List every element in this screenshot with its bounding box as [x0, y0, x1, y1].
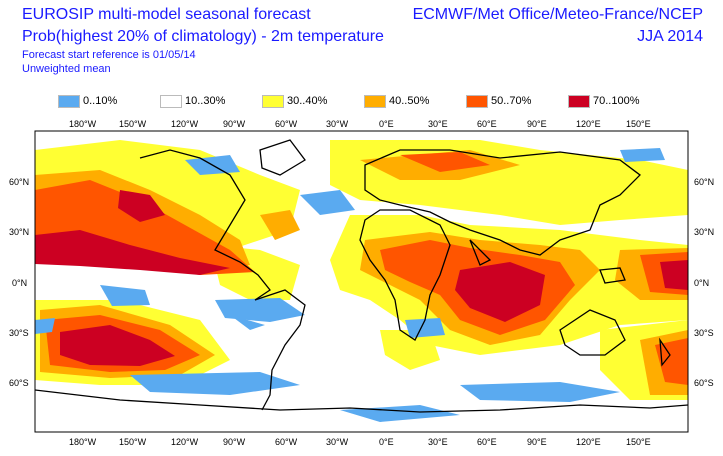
- weighting-note: Unweighted mean: [22, 63, 111, 75]
- lat-label-left: 60°N: [9, 177, 30, 187]
- lon-label-top: 30°W: [326, 119, 349, 129]
- lon-label-top: 180°W: [69, 119, 97, 129]
- legend-item: 40..50%: [364, 94, 429, 108]
- legend-swatch: [568, 94, 590, 108]
- coastlines: [35, 139, 688, 413]
- lon-label-top: 150°W: [119, 119, 147, 129]
- lat-label-right: 60°S: [694, 378, 714, 388]
- forecast-season: JJA 2014: [637, 28, 703, 45]
- legend-item: 10..30%: [160, 94, 225, 108]
- lon-label-top: 90°W: [223, 119, 246, 129]
- lat-label-right: 30°N: [694, 227, 715, 237]
- legend-label: 40..50%: [389, 95, 430, 107]
- prob-0-10-region: [35, 148, 665, 422]
- legend-item: 70..100%: [568, 94, 639, 108]
- legend-swatch: [262, 94, 284, 108]
- map-frame: [34, 130, 689, 433]
- lon-label-top: 90°E: [527, 119, 547, 129]
- lat-label-left: 0°N: [12, 278, 28, 288]
- legend-label: 50..70%: [491, 95, 532, 107]
- map-title-line2: Prob(highest 20% of climatology) - 2m te…: [22, 28, 384, 45]
- lon-label-bottom: 150°E: [626, 437, 651, 447]
- lon-label-bottom: 60°E: [477, 437, 497, 447]
- legend-item: 30..40%: [262, 94, 327, 108]
- lon-label-top: 150°E: [626, 119, 651, 129]
- lon-label-bottom: 0°E: [379, 437, 394, 447]
- lon-label-bottom: 120°E: [576, 437, 601, 447]
- lon-label-bottom: 30°W: [326, 437, 349, 447]
- lon-label-top: 60°W: [275, 119, 298, 129]
- lon-label-bottom: 60°W: [275, 437, 298, 447]
- lon-label-top: 30°E: [428, 119, 448, 129]
- legend-swatch: [364, 94, 386, 108]
- legend-label: 0..10%: [83, 95, 118, 107]
- source-agencies: ECMWF/Met Office/Meteo-France/NCEP: [412, 6, 703, 23]
- lon-label-top: 0°E: [379, 119, 394, 129]
- lon-label-top: 120°E: [576, 119, 601, 129]
- legend-swatch: [160, 94, 182, 108]
- lat-label-right: 60°N: [694, 177, 715, 187]
- legend-label: 10..30%: [185, 95, 226, 107]
- lat-label-left: 60°S: [9, 378, 29, 388]
- forecast-start-reference: Forecast start reference is 01/05/14: [22, 49, 196, 61]
- lon-label-bottom: 90°E: [527, 437, 547, 447]
- lon-label-top: 60°E: [477, 119, 497, 129]
- lon-label-bottom: 150°W: [119, 437, 147, 447]
- prob-70-100-region: [35, 190, 688, 366]
- map-title: EUROSIP multi-model seasonal forecast: [22, 6, 311, 23]
- lon-label-bottom: 120°W: [171, 437, 199, 447]
- probability-fields: [35, 139, 688, 422]
- lon-label-bottom: 180°W: [69, 437, 97, 447]
- lon-label-top: 120°W: [171, 119, 199, 129]
- lat-label-left: 30°S: [9, 328, 29, 338]
- lon-label-bottom: 90°W: [223, 437, 246, 447]
- legend-label: 70..100%: [593, 95, 640, 107]
- lon-label-bottom: 30°E: [428, 437, 448, 447]
- legend-item: 50..70%: [466, 94, 531, 108]
- lat-label-left: 30°N: [9, 227, 30, 237]
- legend-item: 0..10%: [58, 94, 117, 108]
- lat-label-right: 0°N: [694, 278, 710, 288]
- legend-label: 30..40%: [287, 95, 328, 107]
- lat-label-right: 30°S: [694, 328, 714, 338]
- legend-swatch: [58, 94, 80, 108]
- legend-swatch: [466, 94, 488, 108]
